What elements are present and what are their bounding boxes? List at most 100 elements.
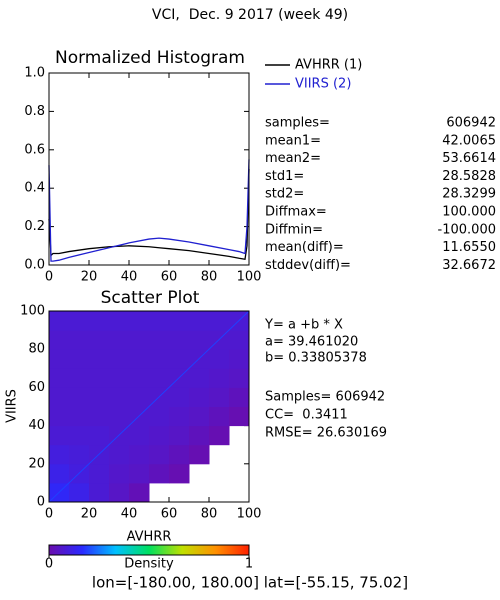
scatter-title: Scatter Plot — [101, 288, 200, 308]
plot-frame — [48, 72, 250, 266]
x-tick-label: 60 — [161, 507, 178, 522]
density-cell — [229, 330, 250, 350]
y-tick-label: 80 — [28, 342, 45, 357]
stat-value: 11.6550 — [442, 240, 496, 255]
density-cell — [69, 482, 90, 503]
density-cell — [69, 349, 90, 369]
x-tick-label: 100 — [237, 507, 262, 522]
density-cell — [89, 368, 110, 388]
density-cell — [49, 330, 70, 350]
y-tick-label: 0.8 — [24, 104, 45, 119]
y-tick-label: 40 — [28, 418, 45, 433]
density-cell — [209, 425, 230, 446]
stat-label: Diffmax= — [265, 205, 327, 220]
density-cell — [189, 311, 210, 331]
density-cell — [129, 330, 150, 350]
stat-label: mean(diff)= — [265, 240, 344, 255]
density-cell — [149, 330, 170, 350]
x-tick-label: 60 — [161, 270, 178, 285]
density-cell — [169, 406, 190, 427]
density-cell — [229, 349, 250, 369]
density-cell — [49, 349, 70, 369]
density-cell — [169, 349, 190, 369]
fit-annotation: a= 39.461020 — [265, 335, 358, 350]
density-cell — [229, 387, 250, 407]
y-tick-label: 20 — [28, 456, 45, 471]
density-cell — [189, 425, 210, 446]
density-cell — [129, 482, 150, 503]
y-tick-label: 0.4 — [24, 181, 45, 196]
density-cell — [189, 444, 210, 465]
hist-line — [48, 168, 250, 260]
density-cell — [109, 406, 130, 427]
x-tick-label: 0 — [45, 507, 53, 522]
density-cell — [149, 368, 170, 388]
density-cell — [109, 330, 130, 350]
density-cell — [109, 349, 130, 369]
density-cell — [109, 387, 130, 407]
stat-value: 606942 — [446, 116, 496, 131]
density-cell — [189, 330, 210, 350]
legend-label: AVHRR (1) — [295, 58, 362, 73]
density-cell — [89, 330, 110, 350]
stat-value: 53.6614 — [442, 151, 496, 166]
stat-label: stddev(diff)= — [265, 258, 351, 273]
density-cell — [89, 311, 110, 331]
density-cell — [209, 387, 230, 407]
density-cell — [89, 387, 110, 407]
density-cell — [69, 425, 90, 446]
x-tick-label: 80 — [201, 507, 218, 522]
density-cell — [49, 311, 70, 331]
plot-frame — [48, 310, 250, 503]
density-cell — [229, 368, 250, 388]
density-cell — [129, 463, 150, 484]
density-cell — [149, 425, 170, 446]
fit-annotation: RMSE= 26.630169 — [265, 426, 387, 441]
density-cell — [69, 406, 90, 427]
density-cell — [69, 330, 90, 350]
density-cell — [169, 330, 190, 350]
stat-value: 32.6672 — [442, 258, 496, 273]
density-cell — [89, 406, 110, 427]
density-cell — [189, 387, 210, 407]
reference-line — [48, 310, 250, 503]
density-cell — [129, 444, 150, 465]
x-tick-label: 40 — [121, 507, 138, 522]
legend-label: VIIRS (2) — [295, 77, 351, 92]
y-tick-label: 60 — [28, 380, 45, 395]
y-tick-label: 1.0 — [24, 66, 45, 81]
fit-annotation: Y= a +b * X — [264, 318, 343, 333]
density-cell — [169, 311, 190, 331]
density-cell — [209, 349, 230, 369]
stat-value: 42.0065 — [442, 133, 496, 148]
density-cell — [109, 482, 130, 503]
density-cell — [89, 482, 110, 503]
density-cell — [109, 463, 130, 484]
density-cell — [109, 444, 130, 465]
density-cell — [149, 444, 170, 465]
density-cell — [169, 387, 190, 407]
fit-annotation: b= 0.33805378 — [265, 351, 367, 366]
stat-value: 28.3299 — [442, 187, 496, 202]
density-cell — [129, 311, 150, 331]
x-tick-label: 80 — [201, 270, 218, 285]
stat-label: mean2= — [265, 151, 321, 166]
fit-annotation: CC= 0.3411 — [265, 408, 348, 423]
density-cell — [169, 444, 190, 465]
stat-label: Diffmin= — [265, 222, 323, 237]
density-cell — [149, 463, 170, 484]
density-cell — [129, 349, 150, 369]
density-cell — [69, 368, 90, 388]
x-tick-label: 100 — [237, 270, 262, 285]
footer: lon=[-180.00, 180.00] lat=[-55.15, 75.02… — [92, 574, 408, 592]
y-tick-label: 0.2 — [24, 219, 45, 234]
stat-label: mean1= — [265, 133, 321, 148]
fit-annotation: Samples= 606942 — [265, 390, 385, 405]
hist-title: Normalized Histogram — [55, 48, 245, 68]
colorbar — [48, 544, 250, 556]
stat-value: 100.000 — [442, 205, 496, 220]
density-cell — [49, 444, 70, 465]
density-cell — [89, 349, 110, 369]
density-cell — [149, 406, 170, 427]
